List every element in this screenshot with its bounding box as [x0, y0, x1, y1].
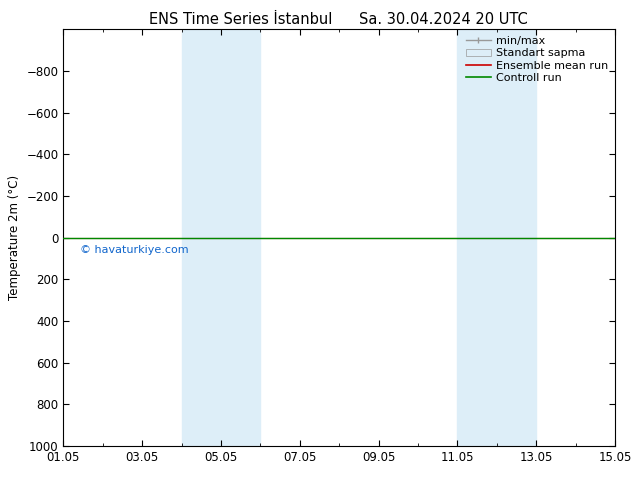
- Legend: min/max, Standart sapma, Ensemble mean run, Controll run: min/max, Standart sapma, Ensemble mean r…: [462, 32, 612, 87]
- Bar: [457, 29, 536, 446]
- Text: Sa. 30.04.2024 20 UTC: Sa. 30.04.2024 20 UTC: [359, 12, 528, 27]
- Y-axis label: Temperature 2m (°C): Temperature 2m (°C): [8, 175, 21, 300]
- Bar: [181, 29, 261, 446]
- Text: © havaturkiye.com: © havaturkiye.com: [80, 245, 188, 255]
- Text: ENS Time Series İstanbul: ENS Time Series İstanbul: [149, 12, 333, 27]
